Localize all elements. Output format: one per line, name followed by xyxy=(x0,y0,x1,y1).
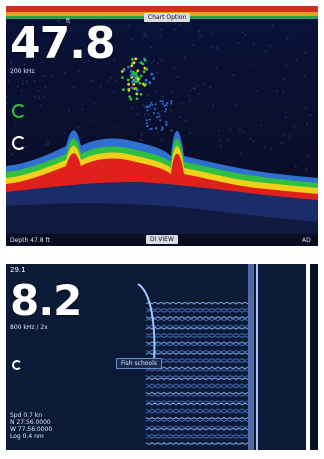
chart-option-tag[interactable]: Chart Option xyxy=(144,13,191,22)
depth-readout: 47.8 xyxy=(10,18,116,69)
info-box: Spd 0.7 kn N 27.56.0000 W 77.56.0000 Log… xyxy=(10,412,52,440)
range-top-label: 29.1 xyxy=(10,266,26,274)
info-line: N 27.56.0000 xyxy=(10,419,51,426)
info-line: Log 0.4 nm xyxy=(10,433,44,440)
phone-icon[interactable] xyxy=(12,104,26,118)
info-line: Spd 0.7 kn xyxy=(10,412,43,419)
sonar-panel[interactable]: 47.8 200 kHz ft Chart Option Depth 47.8 … xyxy=(6,6,318,246)
downscan-image xyxy=(6,264,318,450)
view-button[interactable]: DI VIEW xyxy=(146,235,178,244)
range-icon-2[interactable] xyxy=(12,360,22,370)
frequency-label-2: 800 kHz / 2x xyxy=(10,324,48,331)
sonar-echo-graphic xyxy=(6,6,318,246)
downscan-panel[interactable]: 29.1 8.2 800 kHz / 2x Fish schools Spd 0… xyxy=(6,264,318,450)
range-icon[interactable] xyxy=(12,136,26,150)
auto-label: AD xyxy=(302,237,311,244)
depth-readout-2: 8.2 xyxy=(10,276,82,325)
fish-target-label: Fish schools xyxy=(116,358,162,369)
frequency-label: 200 kHz xyxy=(10,68,35,75)
depth-footer: Depth 47.8 ft xyxy=(10,237,50,244)
info-line: W 77.56.0000 xyxy=(10,426,53,433)
unit-label: ft xyxy=(66,18,71,25)
